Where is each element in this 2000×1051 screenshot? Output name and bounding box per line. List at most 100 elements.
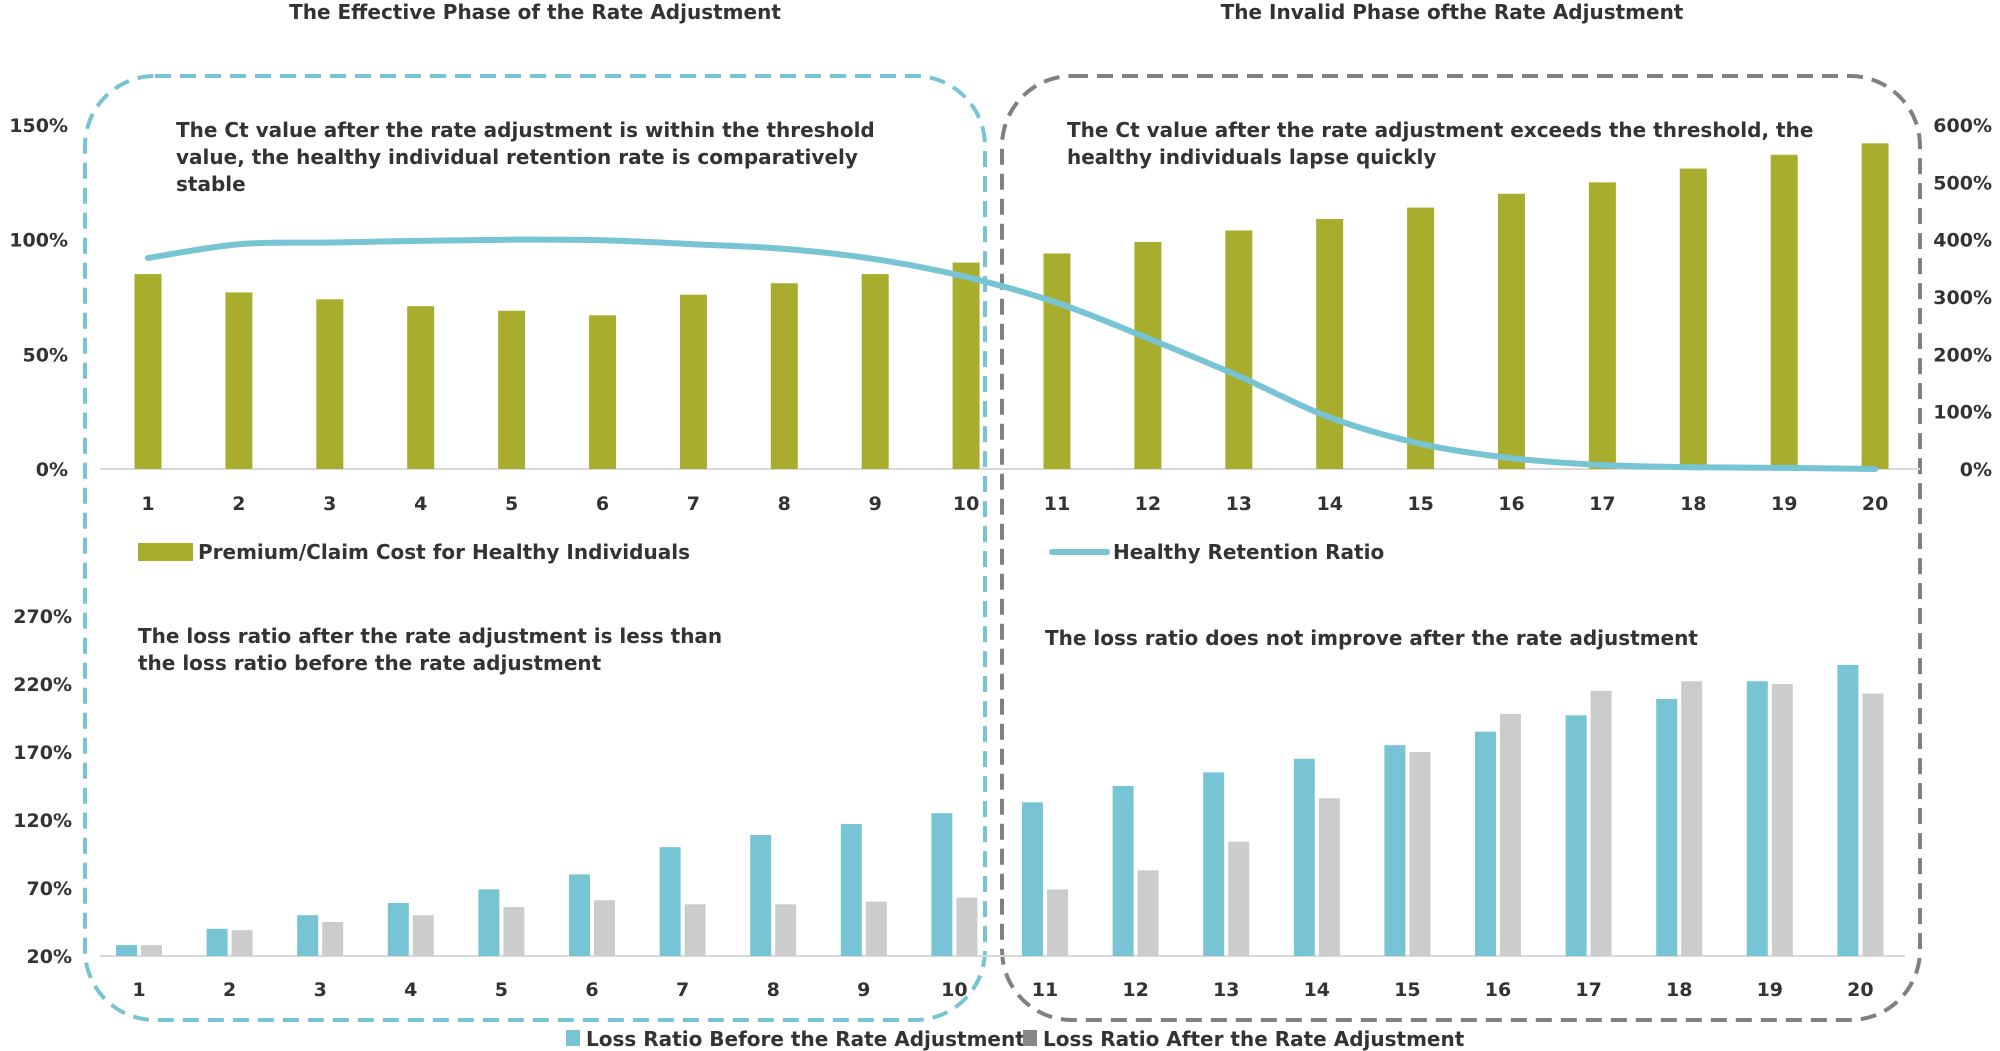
top-x-tick-label: 10 [953,493,979,515]
bottom-x-tick-label: 2 [223,979,236,1001]
loss-after-bar [1500,713,1521,956]
bottom-x-tick-label: 17 [1575,979,1601,1001]
loss-before-bar [1837,664,1859,956]
premium-claim-bar [1588,182,1616,470]
top-left-tick-label: 50% [23,344,68,366]
bottom-x-tick-label: 9 [857,979,870,1001]
bottom-x-tick-label: 4 [404,979,417,1001]
bottom-x-axis: 1 2 3 4 5 6 7 8 9 10 11 12 13 14 15 16 17 18 19 20 [132,979,1873,1001]
top-x-tick-label: 20 [1862,493,1888,515]
bottom-x-tick-label: 7 [676,979,689,1001]
top-x-axis: 1 2 3 4 5 6 7 8 9 10 11 12 13 14 15 16 17 18 19 20 [141,493,1888,515]
bottom-x-tick-label: 10 [941,979,967,1001]
bottom-x-tick-label: 14 [1304,979,1330,1001]
loss-after-bar [1862,693,1884,956]
premium-claim-bar [1498,193,1525,470]
premium-claim-bar [861,274,889,469]
top-x-tick-label: 13 [1226,493,1252,515]
premium-claim-bar [1134,241,1162,469]
loss-after-bar [594,900,615,956]
top-left-tick-label: 100% [9,230,68,252]
loss-before-bar [1475,731,1496,956]
loss-before-bar [1384,745,1406,956]
premium-claim-bars [134,143,1889,470]
loss-after-bar [1681,681,1703,956]
premium-claim-bar [1679,168,1707,469]
premium-claim-bar [1861,143,1889,469]
loss-before-bar [1746,681,1768,956]
loss-after-bar [322,922,344,956]
premium-claim-bar [1225,230,1253,469]
premium-claim-bar [1316,219,1344,469]
bottom-x-tick-label: 6 [585,979,598,1001]
loss-before-bar [1112,786,1134,956]
top-right-tick-label: 400% [1933,230,1992,252]
loss-after-bar [1137,870,1159,956]
premium-claim-bar [407,306,435,469]
bottom-x-tick-label: 13 [1213,979,1239,1001]
premium-claim-legend-swatch [138,543,193,561]
loss-before-bar [931,813,953,956]
loss-before-bar [840,824,862,956]
top-x-tick-label: 17 [1589,493,1615,515]
loss-after-legend-swatch [1023,1030,1037,1046]
loss-after-bar [1590,690,1612,956]
left-phase-title: The Effective Phase of the Rate Adjustme… [289,0,781,24]
top-x-tick-label: 8 [778,493,791,515]
bottom-x-tick-label: 8 [767,979,780,1001]
loss-after-bar [684,904,706,956]
bottom-tick-label: 170% [13,742,72,764]
loss-after-bar [231,930,253,956]
loss-before-bar [1203,772,1225,956]
bottom-x-tick-label: 20 [1847,979,1873,1001]
premium-claim-bar [1770,154,1798,469]
bottom-left-annotation-line-2: the loss ratio before the rate adjustmen… [138,651,602,675]
top-x-tick-label: 2 [232,493,245,515]
bottom-tick-label: 20% [27,946,72,968]
loss-before-bar [297,915,319,956]
loss-after-legend-label: Loss Ratio After the Rate Adjustment [1043,1027,1465,1051]
loss-before-bar [750,834,772,956]
loss-after-bar [141,945,162,956]
premium-claim-bar [225,292,253,469]
top-right-tick-label: 300% [1933,287,1992,309]
top-x-tick-label: 3 [323,493,336,515]
loss-ratio-bars [116,664,1884,956]
top-left-annotation-line-3: stable [176,172,246,196]
loss-before-legend-swatch [566,1030,580,1046]
loss-after-bar [1318,798,1340,956]
loss-before-bar [116,945,137,956]
top-x-tick-label: 5 [505,493,518,515]
healthy-retention-line [145,236,1879,472]
top-right-annotation-line-2: healthy individuals lapse quickly [1067,145,1436,169]
effective-phase-box [83,74,987,1022]
top-x-tick-label: 14 [1316,493,1342,515]
loss-after-bar [1409,752,1431,956]
loss-after-bar [775,904,797,956]
loss-after-bar [1047,889,1068,956]
premium-claim-bar [770,283,798,469]
bottom-x-tick-label: 3 [314,979,327,1001]
premium-claim-bar [952,262,980,469]
premium-claim-bar [1043,253,1071,469]
loss-after-bar [1228,841,1250,956]
loss-before-bar [1565,715,1587,956]
bottom-x-tick-label: 5 [495,979,508,1001]
top-right-axis: 0% 100% 200% 300% 400% 500% 600% [1933,115,1992,481]
top-x-tick-label: 19 [1771,493,1797,515]
bottom-right-annotation-line-1: The loss ratio does not improve after th… [1045,626,1698,650]
top-x-tick-label: 12 [1135,493,1161,515]
bottom-tick-label: 270% [13,606,72,628]
premium-claim-bar [134,274,162,469]
top-right-tick-label: 600% [1933,115,1992,137]
premium-claim-legend-label: Premium/Claim Cost for Healthy Individua… [198,540,690,564]
bottom-tick-label: 120% [13,810,72,832]
premium-claim-bar [679,294,707,469]
top-right-annotation-line-1: The Ct value after the rate adjustment e… [1067,118,1813,142]
top-left-tick-label: 0% [36,459,68,481]
premium-claim-bar [589,315,616,469]
loss-after-bar [865,901,887,956]
top-right-tick-label: 100% [1933,402,1992,424]
top-right-tick-label: 0% [1960,459,1992,481]
